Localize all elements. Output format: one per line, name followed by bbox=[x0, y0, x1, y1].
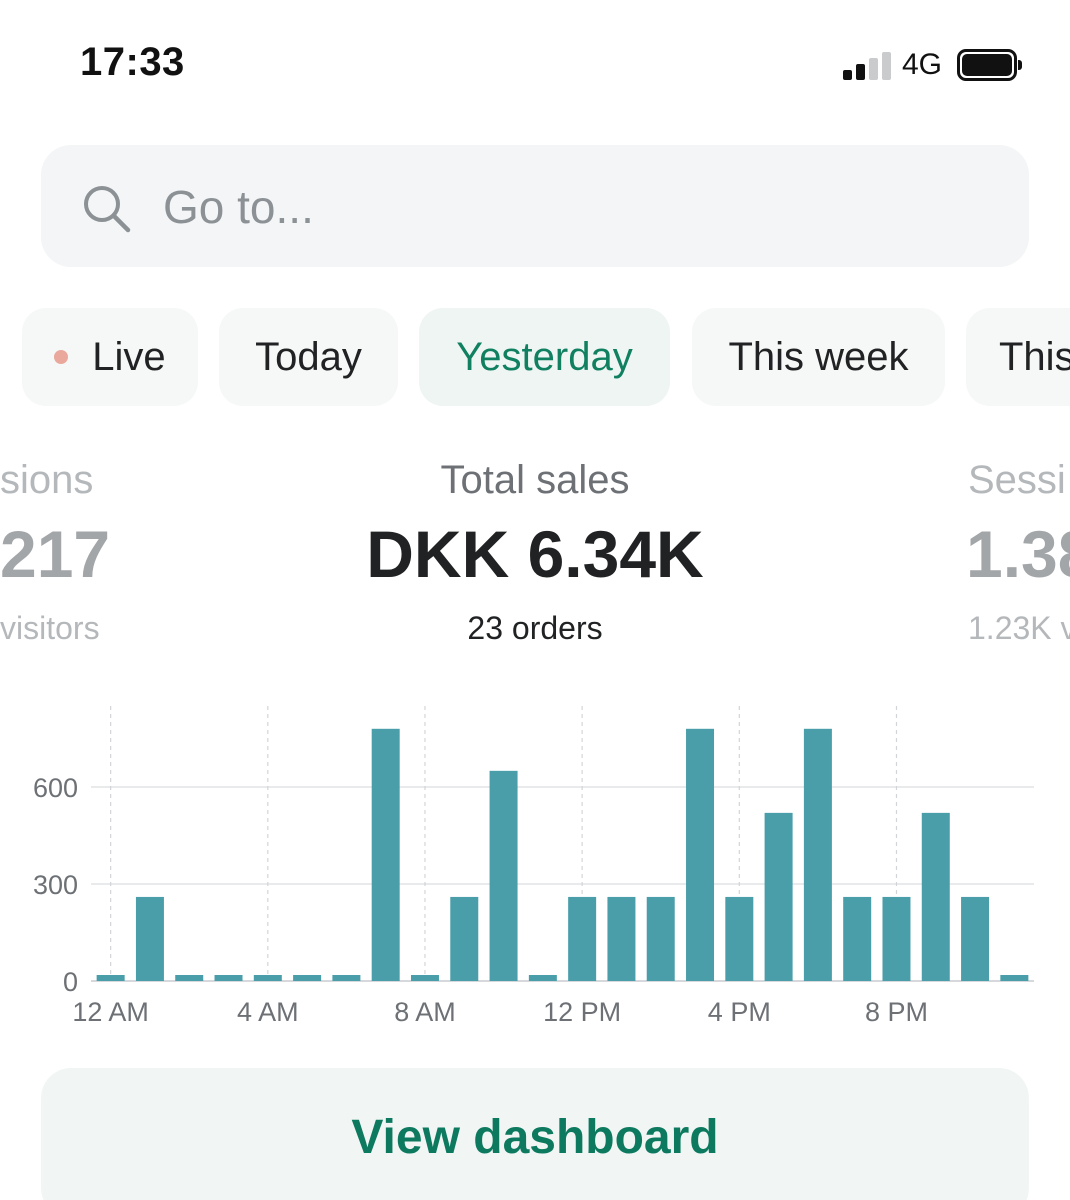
metric-title: Total sales bbox=[440, 458, 630, 502]
x-tick-label: 8 AM bbox=[394, 997, 456, 1027]
tab-this-week[interactable]: This week bbox=[692, 308, 945, 406]
x-tick-label: 4 PM bbox=[708, 997, 771, 1027]
chart-bar bbox=[214, 975, 243, 981]
y-tick-label: 0 bbox=[63, 967, 78, 997]
tab-label: Yesterday bbox=[456, 334, 633, 379]
metric-total-sales[interactable]: Total sales DKK 6.34K 23 orders bbox=[285, 450, 785, 660]
y-tick-label: 600 bbox=[33, 773, 78, 803]
tab-this-month[interactable]: This bbox=[966, 308, 1070, 406]
view-dashboard-button[interactable]: View dashboard bbox=[41, 1068, 1029, 1200]
chart-bar bbox=[568, 896, 597, 981]
chart-bar bbox=[961, 896, 990, 981]
chart-bar bbox=[175, 975, 204, 981]
metric-right-sub: 1.23K v bbox=[968, 610, 1070, 646]
search-input[interactable] bbox=[163, 177, 763, 237]
tab-label: Today bbox=[255, 334, 362, 379]
chart-bar bbox=[607, 896, 636, 981]
chart-bar bbox=[725, 896, 754, 981]
x-tick-label: 12 AM bbox=[72, 997, 149, 1027]
tab-yesterday[interactable]: Yesterday bbox=[419, 308, 670, 406]
metric-right-title: Sessi bbox=[968, 458, 1066, 502]
x-tick-label: 4 AM bbox=[237, 997, 299, 1027]
hourly-sales-chart: 0 300 600 12 AM 4 AM 8 AM 12 PM 4 PM 8 PM bbox=[33, 706, 1034, 1027]
metric-sub: 23 orders bbox=[467, 610, 603, 646]
tab-today[interactable]: Today bbox=[219, 308, 398, 406]
y-tick-label: 300 bbox=[33, 870, 78, 900]
metric-left-value: 217 bbox=[0, 517, 111, 591]
chart-bar bbox=[450, 896, 479, 981]
metric-left-title: sions bbox=[0, 458, 94, 502]
chart-bar bbox=[135, 896, 164, 981]
tab-label: This week bbox=[728, 334, 909, 379]
tab-label: This bbox=[999, 334, 1070, 379]
chart-bar bbox=[882, 896, 911, 981]
chart-bar bbox=[332, 975, 361, 981]
metric-value: DKK 6.34K bbox=[366, 517, 704, 591]
chart-bar bbox=[293, 975, 322, 981]
search-icon bbox=[84, 186, 131, 233]
chart-bar bbox=[921, 812, 950, 981]
chart-bar bbox=[489, 770, 518, 981]
chart-bar bbox=[96, 975, 125, 981]
tab-label: Live bbox=[92, 334, 166, 379]
metric-left-sub: visitors bbox=[0, 610, 100, 646]
chart-bar bbox=[686, 728, 715, 981]
x-tick-label: 12 PM bbox=[543, 997, 621, 1027]
chart-bar bbox=[1000, 975, 1029, 981]
chart-bar bbox=[253, 975, 282, 981]
live-dot-icon bbox=[54, 350, 69, 364]
battery-icon bbox=[957, 49, 1022, 81]
status-time: 17:33 bbox=[80, 40, 185, 84]
chart-bar bbox=[646, 896, 675, 981]
network-type: 4G bbox=[902, 48, 943, 81]
chart-bar bbox=[371, 728, 400, 981]
chart-bar bbox=[410, 975, 439, 981]
chart-bar bbox=[843, 896, 872, 981]
chart-bar bbox=[764, 812, 793, 981]
tab-live[interactable]: Live bbox=[22, 308, 198, 406]
chart-bar bbox=[528, 975, 557, 981]
chart-bar bbox=[803, 728, 832, 981]
metric-right-value: 1.38 bbox=[966, 517, 1070, 591]
signal-strength-icon bbox=[843, 52, 891, 80]
x-tick-label: 8 PM bbox=[865, 997, 928, 1027]
